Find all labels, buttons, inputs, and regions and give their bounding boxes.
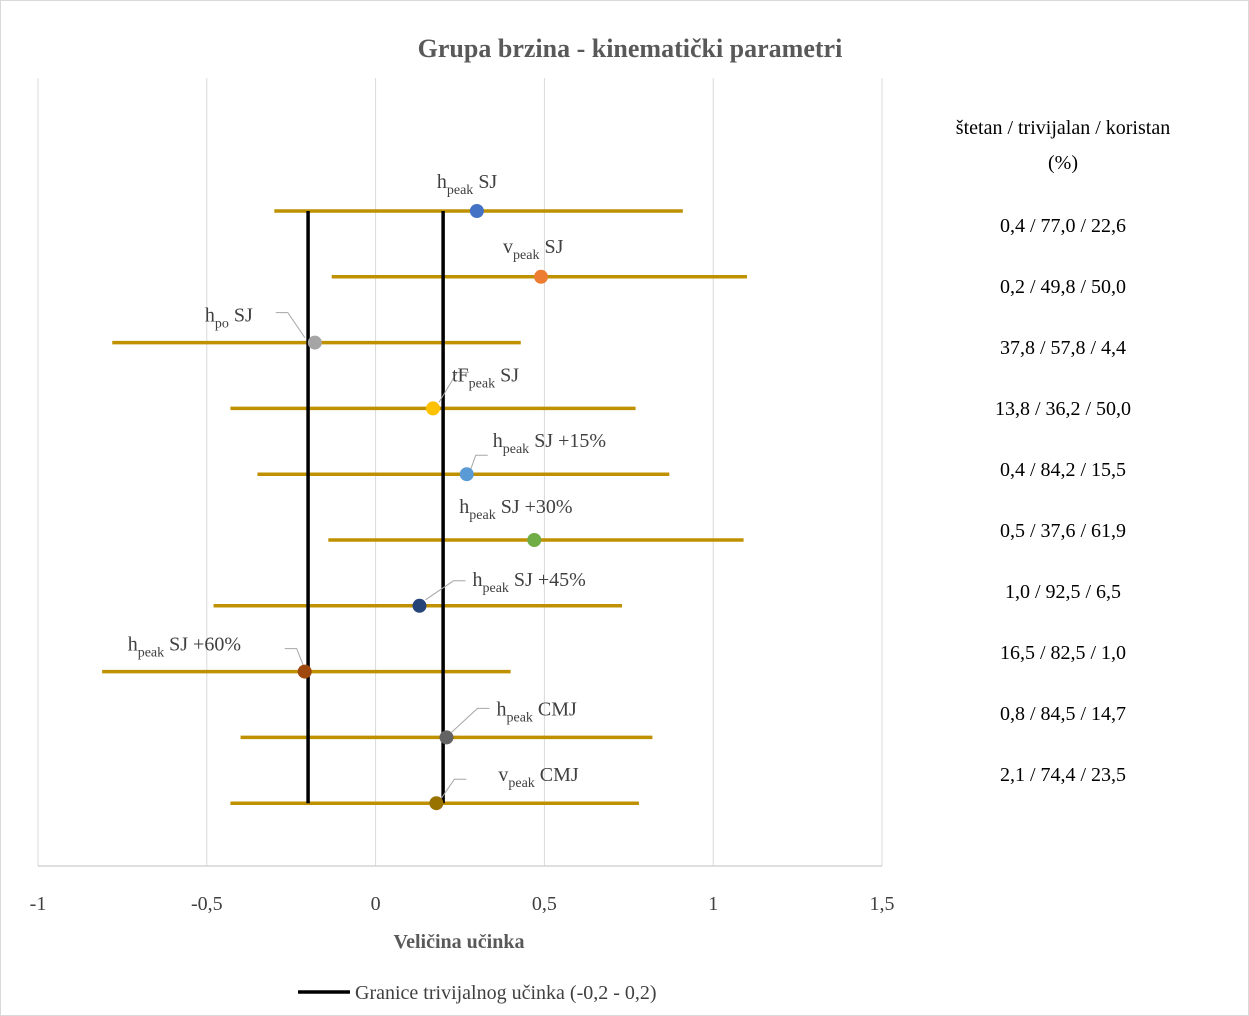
label-base: h <box>472 569 482 591</box>
legend-label: Granice trivijalnog učinka (-0,2 - 0,2) <box>355 982 657 1004</box>
side-value: 1,0 / 92,5 / 6,5 <box>1005 581 1121 603</box>
label-suffix: SJ +60% <box>164 634 241 656</box>
label-sub: po <box>215 317 229 332</box>
label-suffix: CMJ <box>533 698 577 720</box>
leader-line <box>275 312 306 338</box>
point <box>425 401 440 416</box>
label-base: v <box>503 236 513 258</box>
point <box>527 533 542 547</box>
point-label: vpeak SJ <box>503 236 564 263</box>
side-value: 0,8 / 84,5 / 14,7 <box>1000 703 1126 725</box>
side-value: 0,4 / 84,2 / 15,5 <box>1000 459 1126 481</box>
x-tick-label: 0,5 <box>532 893 557 915</box>
side-value: 0,2 / 49,8 / 50,0 <box>1000 276 1126 298</box>
label-sub: peak <box>138 646 164 661</box>
x-tick-label: 1 <box>708 893 718 915</box>
point <box>412 598 427 613</box>
side-header: štetan / trivijalan / koristan <box>956 117 1170 139</box>
point-label: hpeak SJ +30% <box>459 496 572 523</box>
x-tick-label: 1,5 <box>870 893 895 915</box>
label-suffix: CMJ <box>535 764 579 786</box>
label-base: h <box>205 305 215 327</box>
label-base: h <box>437 171 447 193</box>
chart-title: Grupa brzina - kinematički parametri <box>418 34 843 63</box>
label-base: h <box>493 430 503 452</box>
point-label: vpeak CMJ <box>498 764 579 791</box>
label-suffix: SJ <box>539 236 563 258</box>
label-sub: peak <box>447 183 473 198</box>
x-axis-title: Veličina učinka <box>394 931 525 953</box>
label-sub: peak <box>469 508 495 523</box>
side-value: 13,8 / 36,2 / 50,0 <box>995 398 1131 420</box>
label-base: h <box>496 698 506 720</box>
leader-line <box>440 778 467 799</box>
side-value: 2,1 / 74,4 / 23,5 <box>1000 764 1126 786</box>
label-sub: peak <box>506 710 532 725</box>
side-value: 0,5 / 37,6 / 61,9 <box>1000 520 1126 542</box>
point <box>469 204 484 218</box>
point-label: hpo SJ <box>205 305 253 332</box>
point-label: hpeak SJ +60% <box>128 634 241 661</box>
point <box>429 796 444 811</box>
point <box>459 467 474 482</box>
label-sub: peak <box>513 248 539 263</box>
side-header: (%) <box>1048 152 1078 174</box>
label-base: v <box>498 764 508 786</box>
label-sub: peak <box>508 776 534 791</box>
x-tick-label: 0 <box>371 893 381 915</box>
leader-line <box>438 371 469 403</box>
label-suffix: SJ <box>229 305 253 327</box>
label-suffix: SJ <box>495 364 519 386</box>
label-suffix: SJ +45% <box>509 569 586 591</box>
side-value: 16,5 / 82,5 / 1,0 <box>1000 642 1126 664</box>
point-label: hpeak SJ +45% <box>472 569 585 596</box>
side-value: 0,4 / 77,0 / 22,6 <box>1000 215 1126 237</box>
label-suffix: SJ +30% <box>496 496 573 518</box>
leader-line <box>284 648 305 667</box>
label-base: h <box>459 496 469 518</box>
point-label: tFpeak SJ <box>452 364 519 391</box>
point-label: hpeak CMJ <box>496 698 577 725</box>
point-label: hpeak SJ <box>437 171 498 198</box>
label-suffix: SJ <box>473 171 497 193</box>
point <box>307 335 322 350</box>
point <box>534 269 549 284</box>
point <box>439 730 454 745</box>
leader-line <box>470 454 488 470</box>
leader-line <box>425 580 466 601</box>
label-sub: peak <box>482 581 508 596</box>
side-value: 37,8 / 57,8 / 4,4 <box>1000 337 1126 359</box>
label-sub: peak <box>503 442 529 457</box>
point <box>297 664 312 679</box>
label-sub: peak <box>469 376 495 391</box>
leader-line <box>451 707 490 733</box>
x-tick-label: -0,5 <box>191 893 223 915</box>
label-base: tF <box>452 364 469 386</box>
label-suffix: SJ +15% <box>529 430 606 452</box>
x-tick-label: -1 <box>30 893 47 915</box>
label-base: h <box>128 634 138 656</box>
point-label: hpeak SJ +15% <box>493 430 606 457</box>
